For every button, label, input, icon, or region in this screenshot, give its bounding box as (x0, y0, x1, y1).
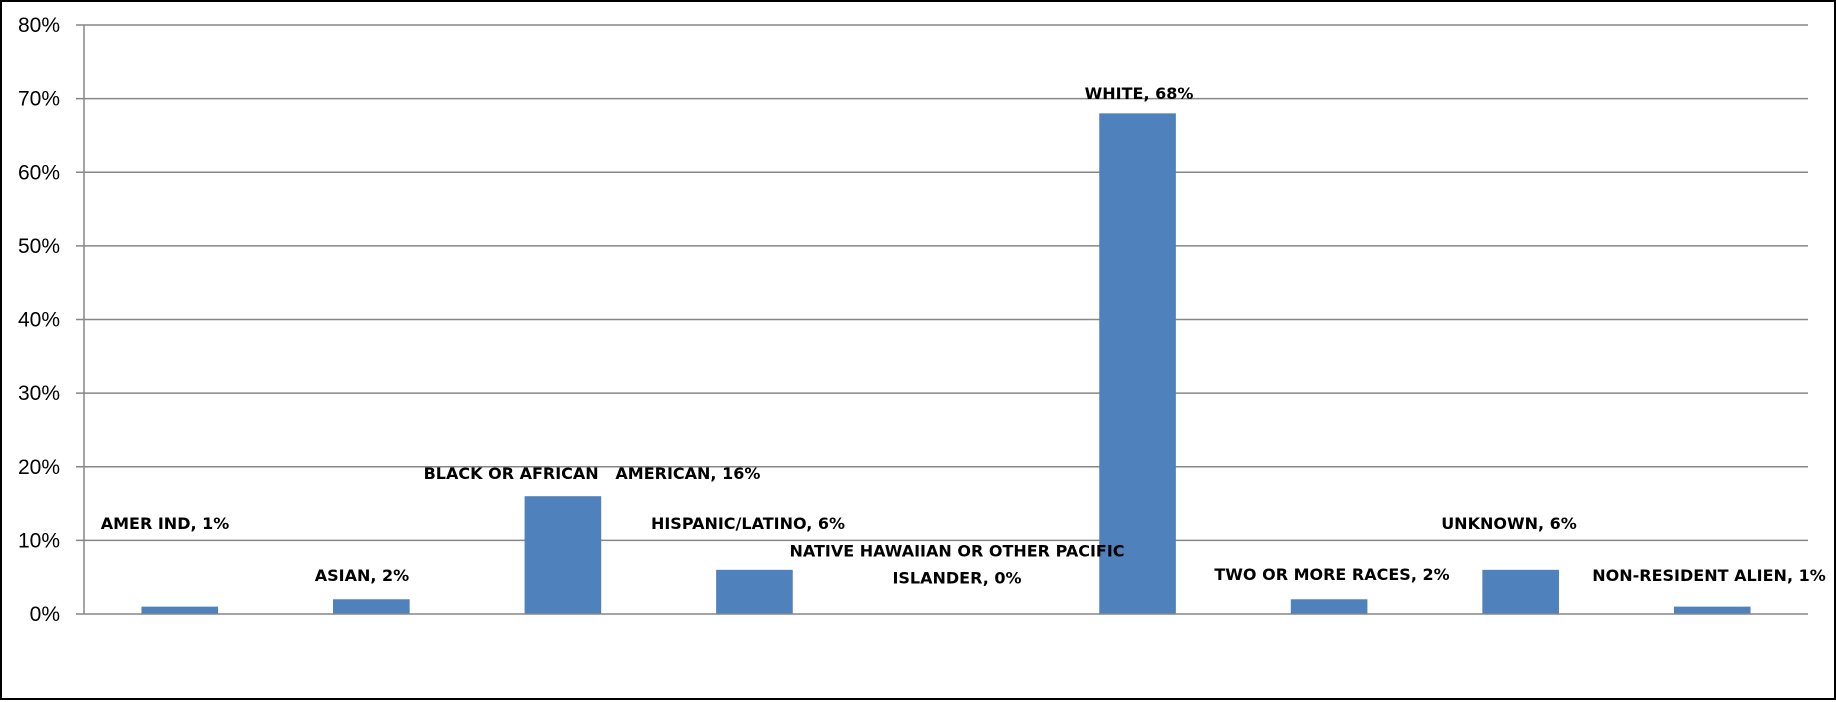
y-axis-tick-labels: 0% 10% 20% 30% 40% 50% 60% 70% 80% (18, 14, 60, 626)
data-label: HISPANIC/LATINO, 6% (651, 514, 845, 533)
data-label: WHITE, 68% (1085, 84, 1194, 103)
axes (76, 24, 1808, 615)
data-label: NATIVE HAWAIIAN OR OTHER PACIFIC (789, 542, 1124, 561)
gridlines (84, 24, 1808, 542)
y-tick-label: 80% (18, 14, 60, 37)
data-label: ISLANDER, 0% (892, 569, 1021, 588)
data-label: ASIAN, 2% (315, 566, 409, 585)
data-label: AMER IND, 1% (101, 514, 230, 533)
y-tick-label: 70% (18, 88, 60, 111)
bar (1290, 599, 1368, 614)
y-tick-label: 60% (18, 161, 60, 184)
bar (1099, 113, 1176, 614)
y-tick-label: 20% (18, 456, 60, 479)
data-label: UNKNOWN, 6% (1441, 514, 1577, 533)
data-labels: AMER IND, 1% ASIAN, 2% BLACK OR AFRICAN AM… (101, 84, 1826, 588)
bar (333, 599, 410, 614)
y-tick-label: 40% (18, 309, 60, 332)
bar (1482, 569, 1559, 614)
y-tick-label: 10% (18, 529, 60, 552)
data-label: TWO OR MORE RACES, 2% (1214, 565, 1449, 584)
y-tick-label: 30% (18, 382, 60, 405)
bar (716, 569, 793, 614)
bar (524, 496, 602, 614)
bar (1673, 606, 1751, 614)
y-tick-label: 50% (18, 235, 60, 258)
y-tick-label: 0% (30, 603, 60, 626)
bars (141, 113, 1751, 614)
data-label: BLACK OR AFRICAN AMERICAN, 16% (424, 464, 761, 483)
data-label: NON-RESIDENT ALIEN, 1% (1592, 566, 1826, 585)
bar (141, 606, 219, 614)
